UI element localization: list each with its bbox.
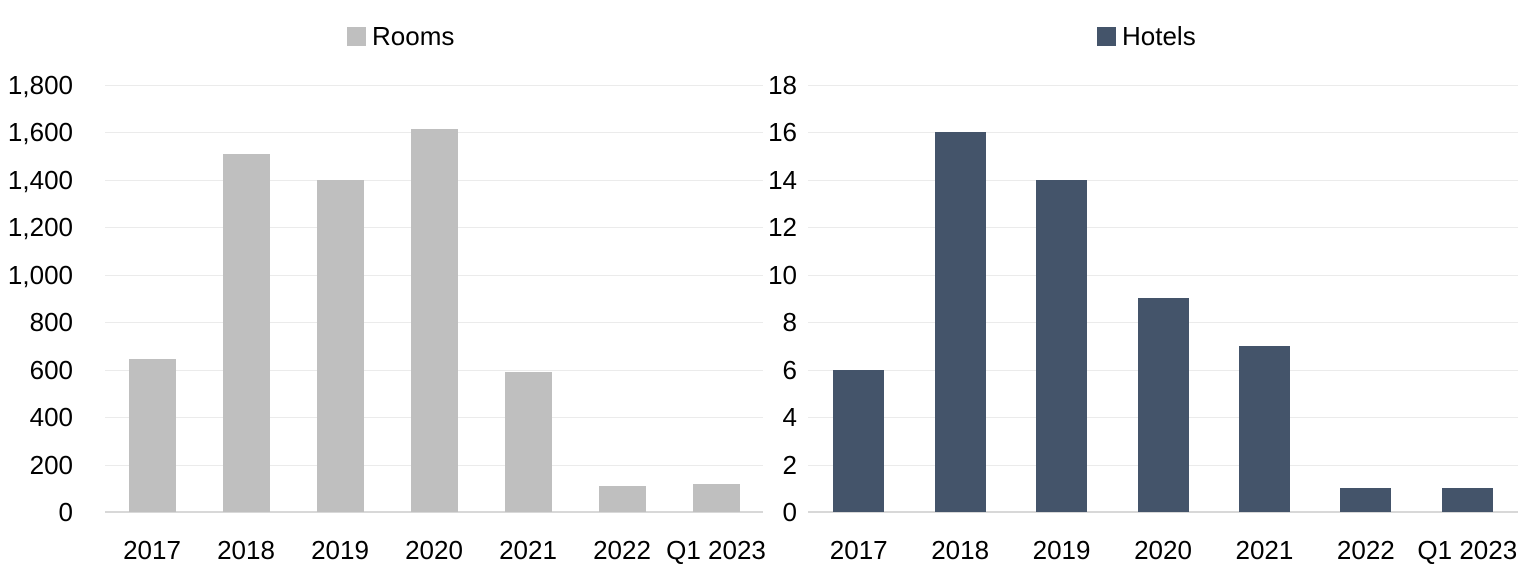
rooms-y-tick-label: 1,200	[7, 212, 73, 243]
hotels-bar-2020	[1138, 298, 1189, 512]
hotels-gridline-12	[808, 227, 1518, 229]
hotels-y-tick-label: 18	[768, 70, 797, 100]
rooms-gridline-1800	[105, 85, 763, 86]
hotels-gridline-14	[808, 179, 1518, 181]
rooms-y-tick-label: 0	[58, 497, 73, 527]
hotels-y-tick-label: 12	[768, 212, 797, 243]
rooms-bar-2018	[223, 154, 270, 512]
rooms-bar-2020	[411, 129, 458, 512]
hotels-x-tick-label-2017: 2017	[829, 535, 888, 565]
hotels-y-tick-label: 14	[768, 164, 797, 195]
hotels-x-tick-label-2021: 2021	[1235, 535, 1294, 565]
rooms-legend: Rooms	[347, 22, 454, 50]
rooms-y-tick-label: 1,000	[7, 259, 73, 290]
hotels-legend: Hotels	[1097, 22, 1196, 50]
rooms-x-tick-label-2017: 2017	[123, 535, 181, 565]
hotels-y-tick-label: 4	[782, 402, 797, 433]
rooms-x-axis-line	[105, 511, 763, 513]
rooms-legend-swatch	[347, 26, 366, 46]
rooms-legend-label: Rooms	[372, 21, 455, 51]
hotels-gridline-18	[808, 85, 1518, 86]
rooms-bar-q1-2023	[693, 484, 740, 512]
hotels-gridline-10	[808, 274, 1518, 276]
hotels-bar-2022	[1340, 488, 1391, 512]
hotels-x-axis-line	[808, 511, 1518, 513]
hotels-y-tick-label: 8	[782, 307, 797, 338]
hotels-y-tick-label: 0	[782, 497, 797, 527]
hotels-x-tick-label-2018: 2018	[931, 535, 990, 565]
rooms-bar-2019	[317, 180, 364, 512]
rooms-y-tick-label: 200	[29, 449, 73, 480]
rooms-y-tick-label: 800	[29, 307, 73, 338]
rooms-y-tick-label: 400	[29, 402, 73, 433]
hotels-gridline-16	[808, 132, 1518, 134]
hotels-x-tick-label-2022: 2022	[1336, 535, 1395, 565]
rooms-x-tick-label-2018: 2018	[217, 535, 275, 565]
hotels-legend-label: Hotels	[1122, 21, 1196, 51]
rooms-x-tick-label-q1-2023: Q1 2023	[666, 535, 766, 565]
rooms-bar-2021	[505, 372, 552, 512]
rooms-bar-2017	[129, 359, 176, 512]
rooms-x-tick-label-2020: 2020	[405, 535, 463, 565]
hotels-y-tick-label: 16	[768, 117, 797, 148]
rooms-x-tick-label-2019: 2019	[311, 535, 369, 565]
rooms-x-tick-label-2022: 2022	[593, 535, 651, 565]
hotels-y-tick-label: 10	[768, 259, 797, 290]
hotels-y-tick-label: 6	[782, 354, 797, 385]
hotels-x-tick-label-2020: 2020	[1134, 535, 1192, 565]
rooms-x-tick-label-2021: 2021	[499, 535, 557, 565]
hotels-legend-swatch	[1097, 26, 1116, 46]
hotels-bar-2017	[833, 370, 884, 512]
rooms-bar-2022	[599, 486, 646, 512]
hotels-bar-2019	[1036, 180, 1087, 512]
hotels-y-tick-label: 2	[782, 449, 797, 480]
rooms-y-tick-label: 1,400	[7, 164, 73, 195]
rooms-y-tick-label: 1,800	[7, 70, 73, 100]
rooms-y-tick-label: 600	[29, 354, 73, 385]
hotels-bar-q1-2023	[1442, 488, 1493, 512]
hotels-x-tick-label-2019: 2019	[1032, 535, 1091, 565]
hotels-x-tick-label-q1-2023: Q1 2023	[1417, 535, 1518, 565]
hotels-bar-2021	[1239, 346, 1290, 512]
hotels-bar-2018	[935, 132, 986, 512]
rooms-y-tick-label: 1,600	[7, 117, 73, 148]
